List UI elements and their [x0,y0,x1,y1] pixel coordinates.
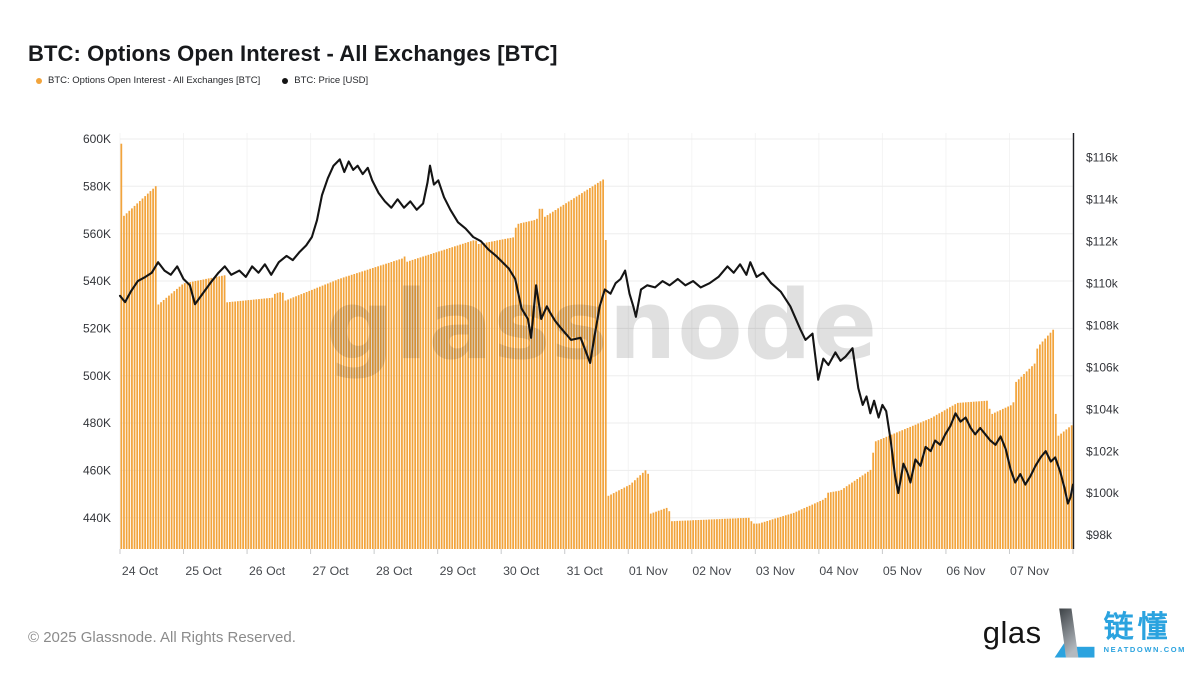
neatdown-name-cn: 链懂 [1103,610,1172,644]
left-axis-tick-label: 440K [83,511,111,525]
legend-item-price[interactable]: BTC: Price [USD] [282,75,368,86]
x-axis-date-label: 02 Nov [692,564,732,578]
right-axis-tick-label: $98k [1086,528,1113,542]
day-gridlines [119,133,1074,549]
x-axis-date-label: 24 Oct [122,564,159,578]
right-axis-tick-label: $106k [1086,360,1120,374]
left-axis-tick-label: 460K [83,464,111,478]
x-axis-date-label: 31 Oct [567,564,604,578]
glassnode-watermark: glassnode [326,271,878,381]
legend-label: BTC: Options Open Interest - All Exchang… [48,75,261,86]
neatdown-domain: NEATDOWN.COM [1103,644,1186,654]
legend-dot-icon [36,77,42,84]
right-axis-tick-label: $102k [1086,444,1120,458]
oi-price-chart[interactable]: glassnode 600K 580K 560K 540K 520K 500K 480K 460… [0,105,1200,605]
legend-dot-icon [282,77,289,84]
x-axis-date-label: 07 Nov [1010,564,1050,578]
legend-label: BTC: Price [USD] [294,75,369,86]
x-axis-labels: 24 Oct 25 Oct 26 Oct 27 Oct 28 Oct 29 Oct 30 O… [122,564,1050,578]
right-axis-tick-label: $108k [1086,318,1120,332]
left-axis-tick-label: 500K [83,369,111,383]
chart-legend: BTC: Options Open Interest - All Exchang… [36,75,368,86]
x-axis-date-label: 04 Nov [819,564,859,578]
right-axis-tick-label: $112k [1086,234,1119,248]
x-axis-date-label: 01 Nov [629,564,669,578]
x-axis-date-label: 25 Oct [185,564,222,578]
copyright-text: © 2025 Glassnode. All Rights Reserved. [28,629,296,646]
page-title: BTC: Options Open Interest - All Exchang… [28,40,558,66]
left-axis-tick-label: 540K [83,274,111,288]
right-axis-tick-label: $104k [1086,402,1120,416]
x-axis-date-label: 05 Nov [883,564,923,578]
left-axis-tick-label: 520K [83,322,111,336]
brand-logos: glas 链懂 NEATDOWN.COM [983,604,1186,662]
glassnode-wordmark-partial: glas [982,615,1042,650]
legend-item-open-interest[interactable]: BTC: Options Open Interest - All Exchang… [36,75,260,86]
x-axis-date-label: 29 Oct [440,564,477,578]
left-axis-tick-label: 560K [83,227,111,241]
x-axis-date-label: 03 Nov [756,564,796,578]
left-axis-tick-label: 580K [83,180,111,194]
left-axis-tick-label: 600K [83,132,111,146]
right-axis-tick-label: $100k [1086,486,1120,500]
x-axis-date-label: 27 Oct [312,564,349,578]
neatdown-logo-icon [1054,608,1095,658]
left-axis-tick-label: 480K [83,416,111,430]
neatdown-text-block: 链懂 NEATDOWN.COM [1103,610,1186,654]
x-axis-date-label: 26 Oct [249,564,286,578]
left-axis-labels: 600K 580K 560K 540K 520K 500K 480K 460K 440K [83,132,111,525]
x-ticks [119,549,1074,554]
right-axis-tick-label: $110k [1086,276,1119,290]
x-axis-date-label: 28 Oct [376,564,413,578]
right-axis-labels: $116k $114k $112k $110k $108k $106k $104k $102k… [1086,151,1120,543]
oi-gridlines [120,138,1073,519]
x-axis-date-label: 06 Nov [946,564,986,578]
right-axis-tick-label: $114k [1086,193,1119,207]
right-axis-tick-label: $116k [1086,151,1119,165]
price-line [118,158,1075,505]
x-axis-date-label: 30 Oct [503,564,540,578]
